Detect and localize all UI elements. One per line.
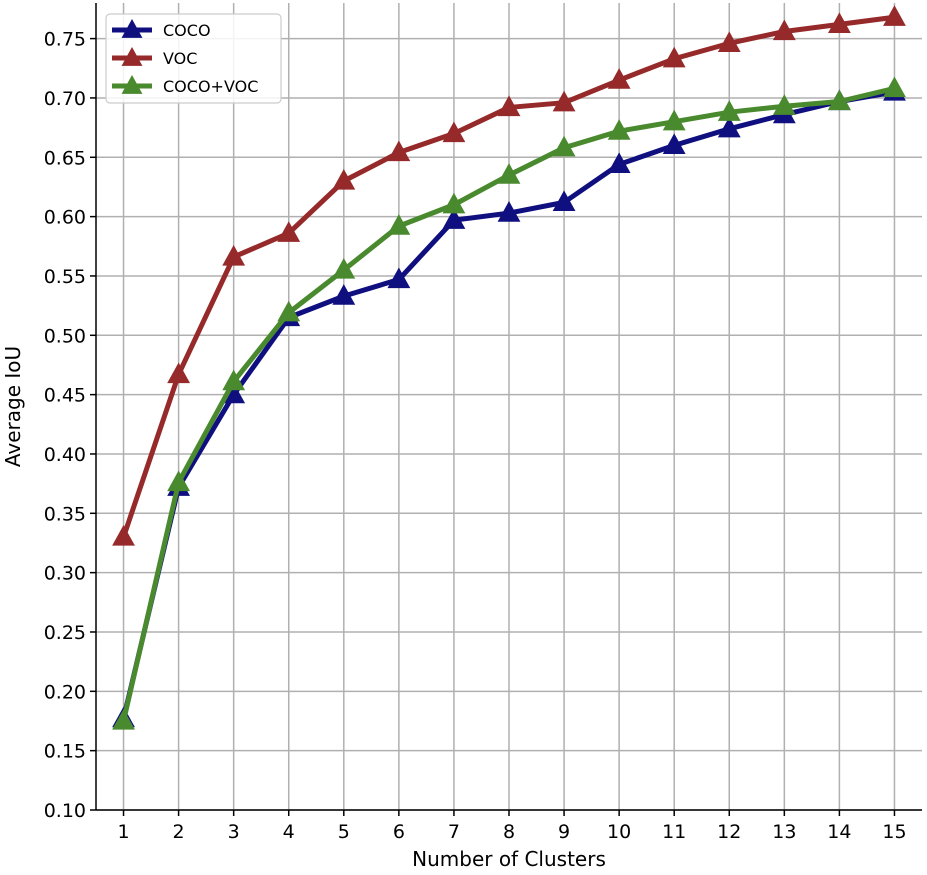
x-axis-ticks: 1 2 3 4 5 6 7 8 9 10 11 12 13 14 15 — [117, 810, 907, 843]
x-tick-label-12: 12 — [717, 821, 741, 843]
x-tick-label-5: 5 — [338, 821, 350, 843]
x-tick-label-2: 2 — [173, 821, 185, 843]
x-tick-label-10: 10 — [607, 821, 631, 843]
x-tick-label-9: 9 — [558, 821, 570, 843]
x-tick-label-4: 4 — [283, 821, 295, 843]
series-voc — [112, 5, 906, 546]
data-point-2-9 — [552, 135, 576, 157]
data-point-1-11 — [662, 46, 686, 68]
data-point-2-12 — [717, 100, 741, 121]
x-tick-label-1: 1 — [117, 821, 129, 843]
data-point-2-3 — [222, 369, 246, 391]
y-tick-label-11: 0.65 — [44, 147, 86, 169]
legend-label-2: COCO+VOC — [163, 77, 258, 96]
data-point-1-10 — [607, 68, 631, 89]
x-axis-title: Number of Clusters — [412, 847, 606, 871]
y-tick-label-13: 0.75 — [44, 29, 86, 51]
data-point-1-13 — [772, 19, 796, 41]
y-tick-label-4: 0.30 — [44, 563, 86, 585]
x-tick-label-14: 14 — [827, 821, 851, 843]
y-tick-label-2: 0.20 — [44, 681, 86, 703]
y-tick-label-12: 0.70 — [44, 88, 86, 110]
data-point-1-4 — [277, 221, 301, 242]
y-tick-label-9: 0.55 — [44, 266, 86, 288]
data-point-1-15 — [883, 5, 906, 26]
legend-label-1: VOC — [163, 49, 197, 68]
data-point-2-13 — [772, 94, 796, 115]
legend-marker-1 — [121, 47, 143, 66]
data-point-0-8 — [497, 201, 521, 222]
y-axis-ticks: 0.10 0.15 0.20 0.25 0.30 0.35 0.40 0.45 0.50 0.55… — [44, 29, 96, 822]
data-point-1-14 — [828, 12, 851, 34]
y-tick-label-6: 0.40 — [44, 444, 86, 466]
data-point-1-9 — [552, 90, 576, 112]
data-point-2-4 — [277, 300, 301, 322]
y-tick-label-7: 0.45 — [44, 385, 86, 407]
data-point-2-1 — [112, 708, 135, 730]
data-point-1-8 — [497, 95, 521, 117]
legend-box — [105, 13, 282, 104]
legend: COCO VOC COCO+VOC — [105, 13, 282, 104]
data-point-0-11 — [662, 133, 686, 155]
data-point-2-11 — [662, 109, 686, 131]
y-tick-label-0: 0.10 — [44, 800, 86, 822]
data-point-0-3 — [222, 382, 246, 404]
legend-marker-2 — [121, 75, 143, 94]
data-point-2-10 — [607, 119, 631, 140]
data-point-2-14 — [828, 89, 851, 111]
legend-label-0: COCO — [163, 21, 211, 40]
x-tick-label-13: 13 — [772, 821, 796, 843]
y-tick-label-1: 0.15 — [44, 741, 86, 763]
data-point-2-2 — [167, 470, 190, 492]
data-point-0-5 — [332, 284, 356, 305]
data-point-0-6 — [387, 267, 411, 289]
y-tick-label-8: 0.50 — [44, 325, 86, 347]
x-tick-label-7: 7 — [448, 821, 460, 843]
data-point-1-12 — [717, 31, 741, 52]
x-tick-label-11: 11 — [662, 821, 686, 843]
x-tick-label-8: 8 — [503, 821, 515, 843]
data-point-1-5 — [332, 169, 356, 190]
series-group — [112, 5, 906, 730]
data-point-2-5 — [332, 258, 356, 279]
y-axis-title: Average IoU — [1, 346, 25, 467]
data-point-2-15 — [883, 76, 906, 98]
data-point-1-6 — [387, 140, 411, 162]
data-point-1-3 — [222, 244, 246, 266]
data-point-1-1 — [112, 525, 135, 546]
y-tick-label-10: 0.60 — [44, 207, 86, 229]
legend-marker-0 — [121, 19, 143, 38]
x-tick-label-6: 6 — [393, 821, 405, 843]
y-tick-label-5: 0.35 — [44, 503, 86, 525]
data-point-2-6 — [387, 214, 411, 235]
x-tick-label-3: 3 — [228, 821, 240, 843]
data-point-1-2 — [167, 362, 190, 384]
data-point-1-7 — [442, 121, 466, 143]
data-point-0-12 — [717, 116, 741, 138]
data-point-2-8 — [497, 163, 521, 184]
data-point-0-10 — [607, 152, 631, 174]
x-tick-label-15: 15 — [882, 821, 906, 843]
data-point-2-7 — [442, 192, 466, 214]
data-point-0-9 — [552, 190, 576, 212]
data-point-0-7 — [442, 208, 466, 229]
series-coco-plus-voc — [112, 76, 906, 730]
y-tick-label-3: 0.25 — [44, 622, 86, 644]
